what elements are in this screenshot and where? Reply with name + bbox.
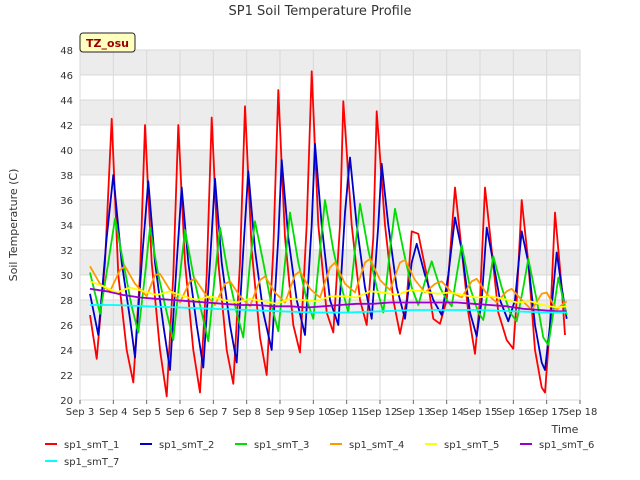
x-tick-label: Sep 15 bbox=[463, 407, 498, 418]
series-lines bbox=[89, 70, 568, 398]
y-tick-label: 20 bbox=[60, 396, 73, 407]
x-tick-label: Sep 5 bbox=[132, 407, 160, 418]
x-axis-ticks: Sep 3 Sep 4 Sep 5 Sep 6 Sep 7 Sep 8 Sep 9 Sep 1… bbox=[66, 400, 598, 418]
x-tick-label: Sep 12 bbox=[363, 407, 398, 418]
x-tick-label: Sep 16 bbox=[496, 407, 531, 418]
legend-item: sp1_smT_6 bbox=[520, 440, 594, 451]
series-line-sp1_smT_6 bbox=[89, 287, 567, 313]
legend-label: sp1_smT_1 bbox=[64, 440, 119, 451]
chart-title: SP1 Soil Temperature Profile bbox=[229, 4, 412, 19]
legend-item: sp1_smT_4 bbox=[330, 440, 404, 451]
x-axis-label: Time bbox=[551, 423, 579, 436]
x-tick-label: Sep 17 bbox=[529, 407, 564, 418]
series-line-sp1_smT_5 bbox=[89, 280, 567, 309]
annotation-label: TZ_osu bbox=[86, 37, 129, 50]
series-line-sp1_smT_7 bbox=[90, 304, 567, 314]
y-tick-label: 38 bbox=[60, 171, 73, 182]
y-tick-label: 36 bbox=[60, 196, 73, 207]
x-tick-label: Sep 8 bbox=[232, 407, 260, 418]
x-tick-label: Sep 4 bbox=[99, 407, 127, 418]
plot-band bbox=[80, 200, 580, 225]
y-tick-label: 32 bbox=[60, 246, 73, 257]
plot-band bbox=[80, 50, 580, 75]
y-axis-label: Soil Temperature (C) bbox=[7, 169, 20, 282]
x-tick-label: Sep 9 bbox=[266, 407, 294, 418]
x-tick-label: Sep 10 bbox=[296, 407, 331, 418]
legend-item: sp1_smT_2 bbox=[140, 440, 214, 451]
plot-band bbox=[80, 150, 580, 175]
y-tick-label: 34 bbox=[60, 221, 73, 232]
legend-label: sp1_smT_4 bbox=[349, 440, 404, 451]
y-tick-label: 42 bbox=[60, 121, 73, 132]
annotation-box-frame bbox=[79, 32, 136, 53]
plot-band bbox=[80, 350, 580, 375]
y-tick-label: 22 bbox=[60, 371, 73, 382]
plot-band bbox=[80, 75, 580, 100]
x-tick-label: Sep 14 bbox=[429, 407, 464, 418]
chart-legend: sp1_smT_1 sp1_smT_2 sp1_smT_3 sp1_smT_4 sp1_… bbox=[45, 440, 594, 468]
x-tick-label: Sep 11 bbox=[329, 407, 364, 418]
y-tick-label: 46 bbox=[60, 71, 73, 82]
plot-band bbox=[80, 100, 580, 125]
legend-item: sp1_smT_5 bbox=[425, 440, 499, 451]
series-line-sp1_smT_3 bbox=[89, 199, 568, 346]
y-tick-label: 44 bbox=[60, 96, 73, 107]
plot-band bbox=[80, 125, 580, 150]
x-tick-label: Sep 3 bbox=[66, 407, 94, 418]
y-axis-ticks: 20 22 24 26 28 30 32 34 36 38 40 42 44 46 48 bbox=[60, 46, 73, 407]
y-tick-label: 40 bbox=[60, 146, 73, 157]
plot-band bbox=[80, 375, 580, 400]
legend-label: sp1_smT_3 bbox=[254, 440, 309, 451]
legend-label: sp1_smT_6 bbox=[539, 440, 594, 451]
x-tick-label: Sep 13 bbox=[396, 407, 431, 418]
y-tick-label: 48 bbox=[60, 46, 73, 57]
legend-label: sp1_smT_2 bbox=[159, 440, 214, 451]
x-tick-label: Sep 6 bbox=[166, 407, 194, 418]
x-tick-label: Sep 18 bbox=[563, 407, 598, 418]
y-tick-label: 26 bbox=[60, 321, 73, 332]
x-tick-label: Sep 7 bbox=[199, 407, 227, 418]
y-tick-label: 24 bbox=[60, 346, 73, 357]
legend-item: sp1_smT_3 bbox=[235, 440, 309, 451]
legend-label: sp1_smT_7 bbox=[64, 457, 119, 468]
plot-band bbox=[80, 175, 580, 200]
y-tick-label: 28 bbox=[60, 296, 73, 307]
legend-item: sp1_smT_7 bbox=[45, 457, 119, 468]
annotation-box: TZ_osu bbox=[79, 32, 136, 53]
y-tick-label: 30 bbox=[60, 271, 73, 282]
legend-label: sp1_smT_5 bbox=[444, 440, 499, 451]
legend-item: sp1_smT_1 bbox=[45, 440, 119, 451]
